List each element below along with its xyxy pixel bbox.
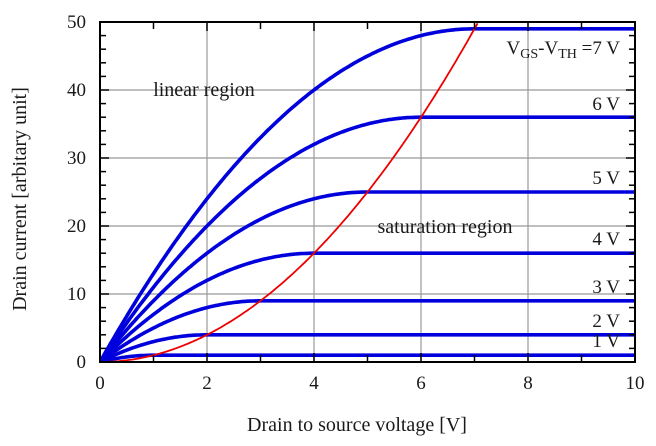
curve-label-1v: 1 V [592, 331, 620, 352]
curve-label-4v: 4 V [592, 229, 620, 250]
x-tick-label-4: 4 [309, 373, 319, 394]
id-curve-vov-3 [100, 299, 635, 362]
y-tick-label-30: 30 [67, 148, 86, 169]
x-tick-label-0: 0 [95, 373, 105, 394]
x-axis-title: Drain to source voltage [V] [247, 414, 467, 436]
x-tick-label-10: 10 [626, 373, 645, 394]
curve-labels: VGS-VTH =7 V 6 V 5 V 4 V 3 V 2 V 1 V [507, 38, 621, 352]
id-curve-vov-2 [100, 333, 635, 362]
x-tick-label-6: 6 [416, 373, 426, 394]
x-axis-tick-labels: 0 2 4 6 8 10 [95, 373, 644, 394]
id-curve-vov-7 [100, 27, 635, 362]
id-curve-vov-6 [100, 115, 635, 362]
linear-region-annotation: linear region [153, 79, 255, 101]
id-curve-vov-1 [100, 353, 635, 362]
curve-label-3v: 3 V [592, 277, 620, 298]
id-curve-vov-5 [100, 190, 635, 362]
y-axis-title: Drain current [arbitary unit] [9, 87, 31, 311]
curve-label-2v: 2 V [592, 311, 620, 332]
curve-label-7v: VGS-VTH =7 V [507, 38, 621, 62]
saturation-region-annotation: saturation region [378, 216, 513, 238]
saturation-boundary-curve [100, 23, 479, 362]
curve-label-6v: 6 V [592, 94, 620, 115]
x-tick-label-8: 8 [523, 373, 533, 394]
y-tick-label-20: 20 [67, 216, 86, 237]
y-tick-label-10: 10 [67, 284, 86, 305]
plot-frame [99, 21, 636, 363]
y-axis-tick-labels: 0 10 20 30 40 50 [67, 12, 86, 373]
curves [100, 23, 635, 362]
tick-marks [99, 23, 636, 361]
y-tick-label-50: 50 [67, 12, 86, 33]
y-tick-label-40: 40 [67, 80, 86, 101]
curve-label-5v: 5 V [592, 168, 620, 189]
x-tick-label-2: 2 [202, 373, 212, 394]
y-tick-label-0: 0 [77, 352, 87, 373]
id-curve-vov-4 [100, 251, 635, 362]
